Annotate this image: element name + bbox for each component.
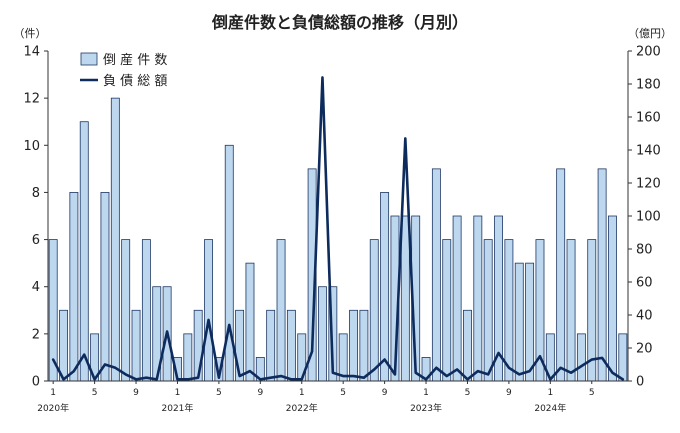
y-left-unit: （件） [14, 27, 47, 40]
bar [380, 192, 390, 382]
x-month-label: 9 [506, 388, 512, 398]
bar [318, 286, 327, 382]
y-left-tick-label: 6 [32, 233, 40, 248]
x-year-label: 2020年 [37, 402, 69, 414]
x-month-label: 5 [216, 388, 222, 398]
bar [463, 309, 472, 382]
bar [473, 215, 483, 382]
y-left-tick-label: 8 [32, 186, 40, 201]
bar [59, 309, 68, 382]
y-right-tick-label: 40 [636, 309, 653, 324]
y-right-tick-label: 80 [636, 243, 653, 258]
x-year-label: 2024年 [534, 402, 566, 414]
legend: 倒 産 件 数負 債 総 額 [80, 52, 167, 89]
y-right-tick-label: 160 [636, 111, 661, 126]
bar [597, 168, 607, 382]
bar [359, 309, 369, 382]
y-right-tick-label: 120 [636, 177, 661, 192]
bar [349, 309, 358, 382]
x-month-label: 9 [133, 388, 139, 398]
x-month-label: 5 [589, 388, 595, 398]
chart-title: 倒産件数と負債総額の推移（月別） [211, 13, 468, 32]
bar [183, 333, 193, 382]
x-month-label: 1 [547, 388, 553, 398]
bar [110, 97, 120, 382]
y-right-tick-label: 200 [636, 45, 661, 60]
x-month-label: 9 [257, 388, 263, 398]
legend-swatch-bar [80, 52, 98, 66]
y-left-tick-label: 2 [32, 327, 40, 342]
bar [204, 239, 213, 382]
bar [514, 262, 524, 382]
y-left-tick-label: 4 [32, 280, 40, 295]
y-right-tick-label: 20 [636, 342, 653, 357]
y-left-tick-label: 0 [32, 375, 40, 390]
bar [576, 333, 586, 382]
bar [431, 168, 441, 382]
bar-series [48, 97, 628, 382]
x-month-label: 5 [92, 388, 98, 398]
y-right-unit: （億円） [628, 27, 672, 40]
x-year-label: 2022年 [286, 402, 318, 414]
bar [121, 239, 131, 382]
bar [245, 262, 255, 382]
x-month-label: 5 [465, 388, 471, 398]
bar [276, 239, 286, 382]
y-right-tick-label: 0 [636, 375, 644, 390]
y-right-tick-label: 60 [636, 276, 653, 291]
x-month-label: 1 [175, 388, 181, 398]
bar [69, 192, 79, 382]
x-month-label: 1 [423, 388, 429, 398]
x-month-label: 5 [340, 388, 346, 398]
bar [131, 309, 141, 382]
bar [442, 239, 452, 382]
debt-line [51, 76, 625, 381]
bar [141, 239, 151, 382]
y-left-tick-label: 10 [23, 139, 40, 154]
y-right-tick-label: 140 [636, 144, 661, 159]
y-left-tick-label: 12 [23, 92, 40, 107]
bar [266, 309, 276, 382]
line-series [51, 76, 625, 381]
x-month-label: 1 [299, 388, 305, 398]
bar [525, 262, 535, 382]
y-left-tick-label: 14 [23, 45, 40, 60]
bar [100, 192, 110, 382]
x-year-label: 2023年 [410, 402, 442, 414]
bar [618, 333, 628, 382]
bar [483, 239, 493, 382]
x-month-label: 9 [382, 388, 388, 398]
y-right-tick-label: 180 [636, 78, 661, 93]
bar [608, 215, 617, 382]
legend-label-line: 負 債 総 額 [103, 74, 167, 89]
bar [286, 309, 296, 382]
bar [566, 239, 576, 382]
x-year-label: 2021年 [162, 402, 194, 414]
x-month-label: 1 [50, 388, 56, 398]
bar [400, 215, 410, 382]
legend-label-bar: 倒 産 件 数 [103, 52, 167, 68]
bar [556, 168, 566, 382]
bar [369, 239, 379, 382]
bar [504, 239, 514, 382]
bar [79, 121, 89, 382]
y-right-tick-label: 100 [636, 210, 661, 225]
bar [452, 215, 462, 382]
